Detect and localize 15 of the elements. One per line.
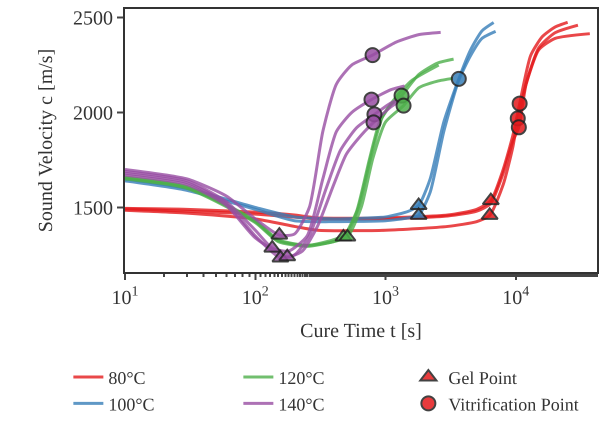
legend-label: 140°C [278,394,325,414]
legend-label: 120°C [278,368,325,388]
legend-label: 80°C [108,368,146,388]
y-tick-label: 2000 [73,102,113,124]
x-tick-label: 10$^{3}$ [372,284,400,309]
y-axis-title: Sound Velocity c [m/s] [35,48,57,232]
legend-label: Vitrification Point [448,394,579,414]
legend-label: Gel Point [448,368,517,388]
y-tick-label: 1500 [73,197,113,220]
x-axis-title: Cure Time t [s] [300,320,422,342]
x-tick-label: 10$^{2}$ [242,284,269,309]
x-tick-label: 10$^{1}$ [112,284,138,309]
y-tick-label: 2500 [73,8,113,30]
legend-label: 100°C [108,394,155,414]
x-tick-label: 10$^{4}$ [502,284,530,309]
